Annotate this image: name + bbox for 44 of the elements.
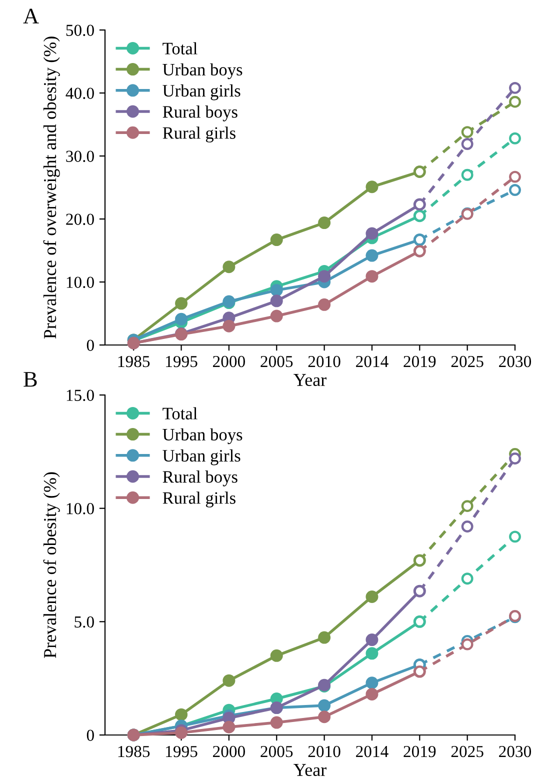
x-axis-title: Year (294, 764, 326, 776)
legend-label: Urban girls (162, 449, 240, 466)
y-axis-title: Prevalence of obesity (%) (43, 472, 60, 658)
x-tick-label: 2010 (308, 356, 340, 368)
x-tick-label: 2000 (213, 356, 245, 368)
x-tick-label: 2014 (356, 356, 388, 368)
x-tick-label: 2014 (356, 746, 388, 758)
y-tick-label: 0 (86, 340, 94, 351)
legend-label: Rural boys (162, 106, 238, 122)
chart-title: A (23, 8, 39, 24)
x-tick-label: 1995 (166, 356, 198, 368)
x-tick-label: 2019 (404, 356, 436, 368)
x-tick-label: 2000 (213, 746, 245, 758)
y-tick-label: 10.0 (66, 276, 94, 288)
legend-label: Urban boys (162, 63, 242, 80)
y-tick-label: 0 (86, 730, 94, 741)
x-tick-label: 1985 (118, 356, 150, 368)
x-tick-label: 1985 (118, 746, 150, 758)
x-axis-title: Year (294, 374, 326, 386)
x-tick-label: 2005 (260, 746, 293, 758)
legend-label: Total (162, 407, 198, 420)
legend-label: Rural girls (162, 126, 236, 142)
legend-label: Urban boys (162, 428, 242, 444)
y-tick-label: 5.0 (74, 616, 94, 628)
x-tick-label: 2005 (260, 356, 293, 368)
y-tick-label: 40.0 (66, 88, 94, 100)
x-tick-label: 2025 (451, 746, 484, 758)
y-tick-label: 15.0 (66, 390, 94, 402)
y-tick-label: 30.0 (66, 150, 94, 162)
legend-label: Rural girls (162, 492, 236, 508)
x-tick-label: 2030 (499, 746, 532, 758)
x-tick-label: 2030 (499, 356, 532, 368)
legend-label: Total (162, 42, 198, 54)
y-tick-label: 50.0 (66, 24, 94, 36)
x-tick-label: 2019 (404, 746, 436, 758)
x-tick-label: 2010 (308, 746, 340, 758)
y-tick-label: 10.0 (66, 503, 94, 514)
x-tick-label: 2025 (451, 356, 484, 368)
legend-label: Urban girls (162, 84, 240, 100)
x-tick-label: 1995 (166, 746, 198, 758)
legend-label: Rural boys (162, 470, 238, 486)
y-axis-title: Prevalence of overweight and obesity (%) (43, 36, 60, 339)
y-tick-label: 20.0 (66, 214, 94, 226)
chart-title: B (24, 372, 37, 387)
